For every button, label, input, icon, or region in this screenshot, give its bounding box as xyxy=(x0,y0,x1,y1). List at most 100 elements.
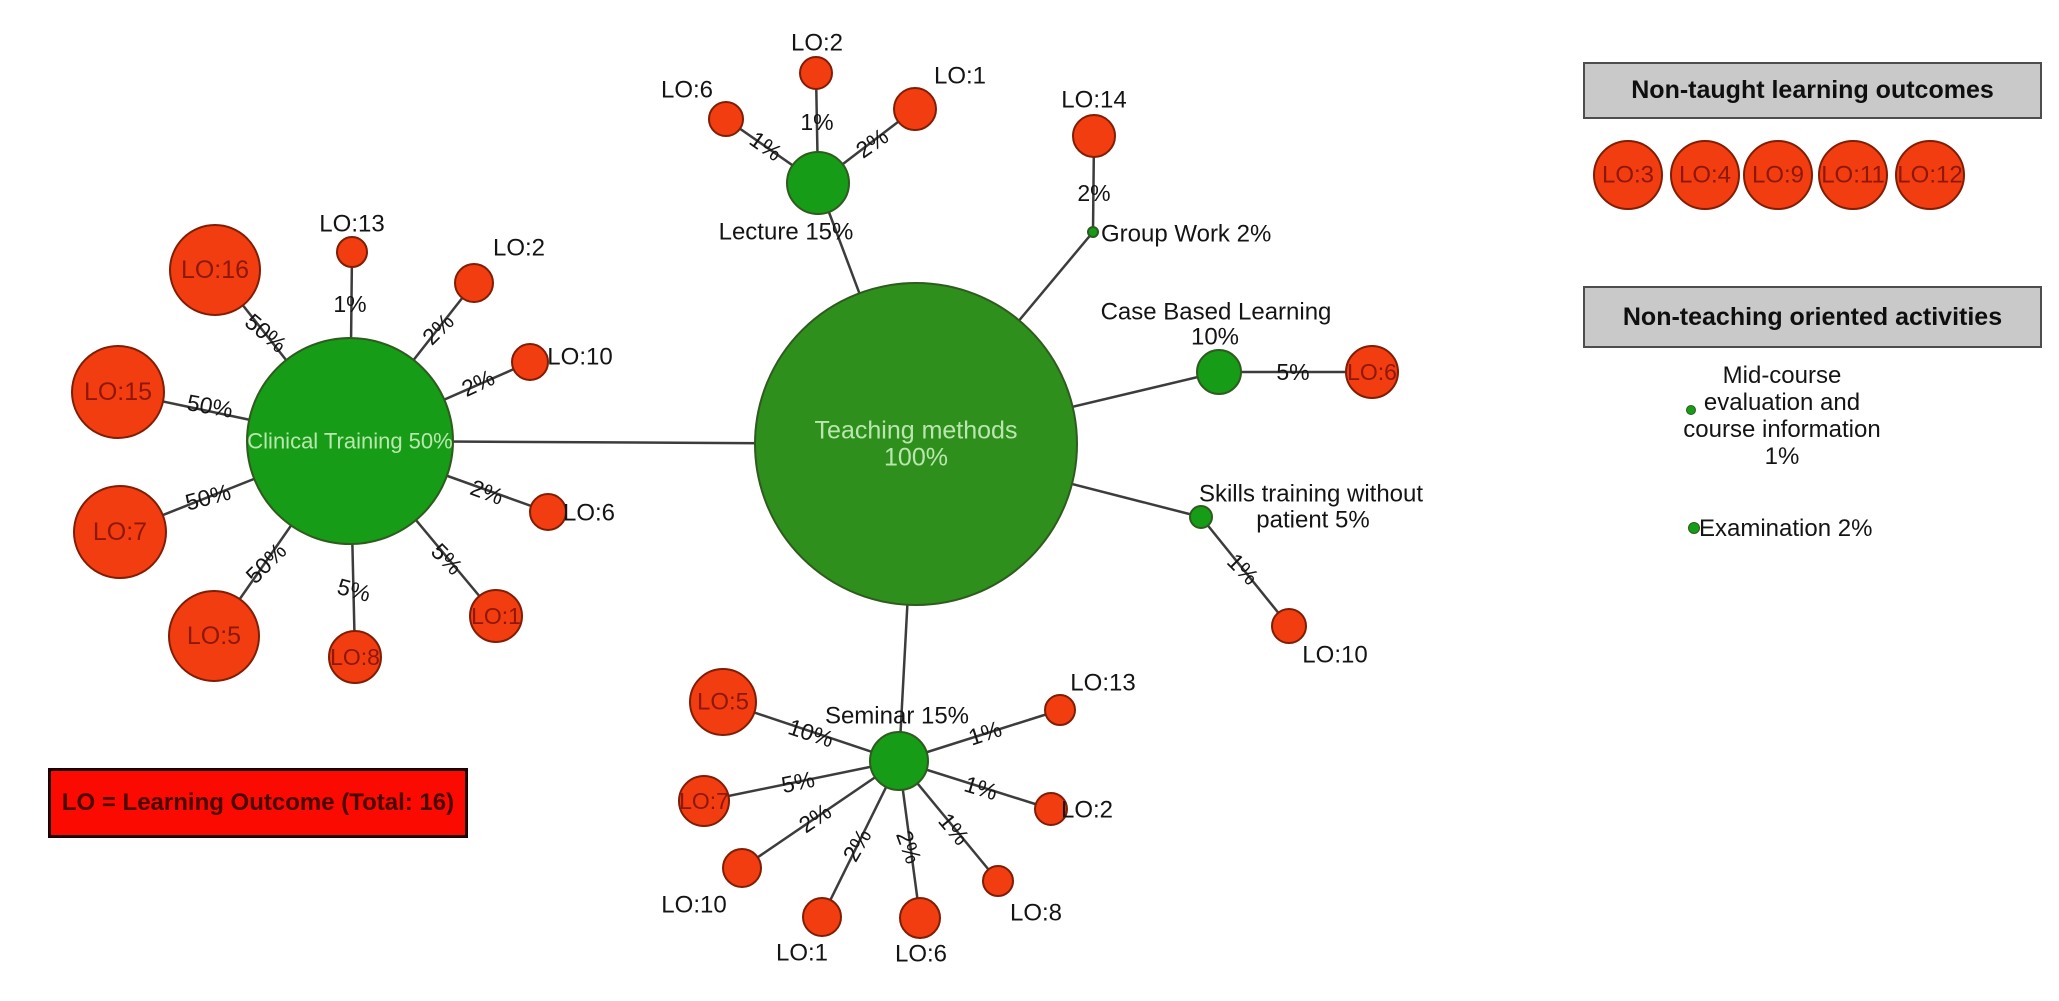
node-sem-lo7 xyxy=(678,775,730,827)
edge-percent-label-14: 5% xyxy=(1276,359,1309,385)
node-cbl-lo6 xyxy=(1345,345,1399,399)
edge-percent-label-7: 50% xyxy=(241,538,292,589)
seminar-label: Seminar 15% xyxy=(825,703,969,730)
sk-lo10-label: LO:10 xyxy=(1302,642,1367,669)
sem-lo8-label: LO:8 xyxy=(1010,900,1062,927)
edge-percent-label-1: 1% xyxy=(333,291,366,317)
midcourse-line-1: Mid-course xyxy=(1722,362,1842,389)
examination-dot xyxy=(1688,522,1700,534)
node-lec-lo2 xyxy=(799,56,833,90)
edge-skills-sk_lo10 xyxy=(1200,516,1290,627)
examination-entry: Examination 2% xyxy=(1699,515,1873,542)
edge-percent-label-17: 5% xyxy=(779,766,817,798)
node-label-ct-lo1: LO:1 xyxy=(471,603,521,629)
node-sem-lo2 xyxy=(1034,792,1068,826)
ct-lo2-label: LO:2 xyxy=(493,235,545,262)
edge-percent-label-8: 5% xyxy=(335,573,374,607)
node-ct-lo8 xyxy=(328,630,382,684)
edge-percent-label-5: 50% xyxy=(182,478,233,515)
lec-lo6-label: LO:6 xyxy=(661,77,713,104)
node-label-ct-lo7: LO:7 xyxy=(93,518,147,546)
node-label-ct-lo8: LO:8 xyxy=(330,644,380,670)
cbl-label-line2: 10% xyxy=(1191,324,1239,351)
edge-percent-label-23: 1% xyxy=(965,715,1005,750)
non-taught-outcomes-title: Non-taught learning outcomes xyxy=(1631,76,1994,104)
node-ct-lo10 xyxy=(511,343,549,381)
node-label-sem-lo7: LO:7 xyxy=(679,788,729,814)
edge-percent-label-12: 2% xyxy=(851,123,893,163)
node-ct-lo15 xyxy=(71,345,165,439)
edge-seminar-sem_lo10 xyxy=(741,759,900,870)
node-skills xyxy=(1189,505,1213,529)
skills-label-line2: patient 5% xyxy=(1256,507,1369,534)
node-label-ct-lo5: LO:5 xyxy=(187,622,241,650)
edge-seminar-sem_lo7 xyxy=(703,759,900,803)
node-ct-lo1 xyxy=(469,589,523,643)
midcourse-dot xyxy=(1686,405,1696,415)
node-nt-lo12 xyxy=(1895,140,1965,210)
sem-lo2-label: LO:2 xyxy=(1061,797,1113,824)
lo-legend-text: LO = Learning Outcome (Total: 16) xyxy=(61,789,455,816)
midcourse-line-2: evaluation and xyxy=(1703,389,1861,416)
node-sem-lo5 xyxy=(689,668,757,736)
node-label-clinical: Clinical Training 50% xyxy=(247,429,452,454)
node-sem-lo6 xyxy=(899,897,941,939)
node-groupwork xyxy=(1087,226,1099,238)
edge-percent-label-10: 1% xyxy=(745,126,787,166)
edge-percent-label-20: 2% xyxy=(891,827,927,867)
edge-percent-label-18: 2% xyxy=(794,798,836,838)
node-lec-lo6 xyxy=(708,101,744,137)
non-taught-outcomes-header: Non-taught learning outcomes xyxy=(1583,62,2042,119)
sem-lo13-label: LO:13 xyxy=(1070,670,1135,697)
node-label-nt-lo12: LO:12 xyxy=(1897,162,1962,189)
node-ct-lo6 xyxy=(529,493,567,531)
node-sk-lo10 xyxy=(1271,608,1307,644)
node-nt-lo3 xyxy=(1593,140,1663,210)
sem-lo10-label: LO:10 xyxy=(661,892,726,919)
node-sem-lo8 xyxy=(982,865,1014,897)
edge-percent-label-22: 1% xyxy=(961,771,1000,806)
node-label-nt-lo9: LO:9 xyxy=(1752,162,1804,189)
node-cbl xyxy=(1196,349,1242,395)
edge-percent-label-11: 1% xyxy=(800,109,833,135)
node-label-teaching: 100% xyxy=(884,444,948,472)
lecture-label: Lecture 15% xyxy=(719,219,854,246)
cbl-label-line1: Case Based Learning xyxy=(1101,299,1332,326)
node-label-nt-lo3: LO:3 xyxy=(1602,162,1654,189)
node-sem-lo10 xyxy=(722,848,762,888)
node-label-cbl-lo6: LO:6 xyxy=(1347,359,1397,385)
node-ct-lo13 xyxy=(336,236,368,268)
node-nt-lo9 xyxy=(1743,140,1813,210)
node-ct-lo2 xyxy=(454,263,494,303)
node-label-nt-lo4: LO:4 xyxy=(1679,162,1731,189)
node-nt-lo4 xyxy=(1670,140,1740,210)
edge-percent-label-0: 50% xyxy=(240,308,292,358)
node-label-teaching: Teaching methods xyxy=(815,417,1018,445)
node-label-sem-lo5: LO:5 xyxy=(697,689,749,716)
midcourse-line-3: course information xyxy=(1683,416,1881,443)
node-nt-lo11 xyxy=(1818,140,1888,210)
node-sem-lo1 xyxy=(802,897,842,937)
lo14-label: LO:14 xyxy=(1061,87,1126,114)
ct-lo13-label: LO:13 xyxy=(319,211,384,238)
ct-lo10-label: LO:10 xyxy=(547,344,612,371)
node-teaching xyxy=(754,282,1078,606)
edge-percent-label-15: 1% xyxy=(1222,548,1264,590)
edge-percent-label-13: 2% xyxy=(1077,180,1110,206)
node-label-nt-lo11: LO:11 xyxy=(1821,162,1885,189)
edge-percent-label-6: 2% xyxy=(467,474,507,510)
midcourse-line-4: 1% xyxy=(1764,443,1800,470)
lo-legend-box: LO = Learning Outcome (Total: 16) xyxy=(48,768,468,838)
edge-percent-label-19: 2% xyxy=(837,824,876,866)
skills-label-line1: Skills training without xyxy=(1199,481,1423,508)
lec-lo2-label: LO:2 xyxy=(791,30,843,57)
node-sem-lo13 xyxy=(1044,694,1076,726)
node-clinical xyxy=(246,337,454,545)
node-label-ct-lo15: LO:15 xyxy=(84,378,152,406)
lec-lo1-label: LO:1 xyxy=(934,63,986,90)
node-seminar xyxy=(869,731,929,791)
node-lec-lo1 xyxy=(893,87,937,131)
non-teaching-activities-title: Non-teaching oriented activities xyxy=(1622,302,2003,331)
